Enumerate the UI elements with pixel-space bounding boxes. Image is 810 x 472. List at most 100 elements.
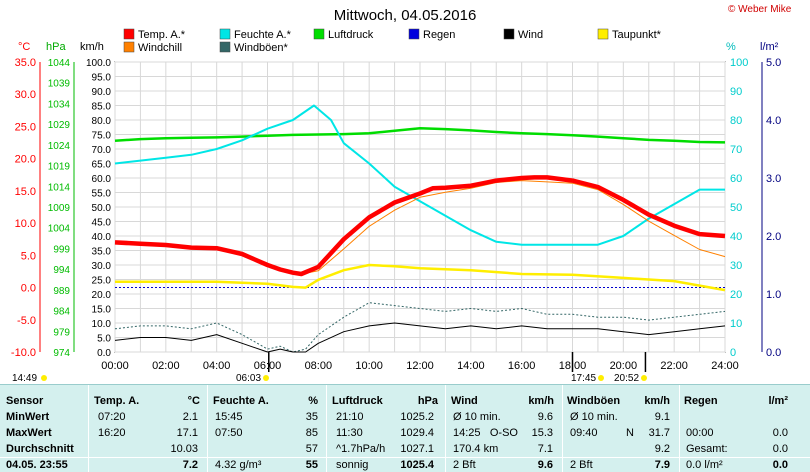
pressure-value: 1027.1 [400,443,434,455]
table-header: hPa [417,395,438,407]
table-header: km/h [644,395,670,407]
table-header: Regen [684,395,718,407]
humidity-tick-label: 0 [730,347,736,359]
table-separator [445,385,446,472]
sunset-icon [641,375,647,381]
x-tick-label: 20:00 [610,360,638,372]
rain-unit: l/m² [760,41,779,53]
wind-direction: O-SO [489,427,518,439]
rain-time: 00:00 [686,427,714,439]
wind-tick-label: 50.0 [92,203,112,214]
legend-label: Luftdruck [328,29,374,41]
temp-time: 16:20 [98,427,126,439]
pressure-tick-label: 1019 [48,162,71,173]
temp-tick-label: 20.0 [15,154,36,166]
temp-tick-label: 0.0 [21,283,36,295]
pressure-value: 1025.4 [400,459,434,471]
pressure-time: 21:10 [336,411,364,423]
temp-tick-label: 30.0 [15,89,36,101]
humidity-tick-label: 50 [730,202,742,214]
x-tick-label: 00:00 [101,360,129,372]
temp-tick-label: 15.0 [15,186,36,198]
table-header: Luftdruck [332,395,383,407]
wind-value: 9.6 [537,411,553,423]
axis-ticks: 35.0 30.0 25.0 20.0 15.0 10.0 5.0 0.0 -5.0 -10.0 1… [11,57,781,372]
wind-tick-label: 65.0 [92,160,112,171]
pressure-tick-label: 1009 [48,203,71,214]
temp-tick-label: 5.0 [21,250,36,262]
humidity-tick-label: 20 [730,289,742,301]
humidity-value: 57 [305,443,318,455]
chart-legend: Temp. A.* Feuchte A.* Luftdruck Regen Wind Ta… [123,28,662,54]
legend-label: Temp. A.* [138,29,186,41]
gust-time: Ø 10 min. [570,411,618,423]
pressure-tick-label: 999 [53,244,70,255]
temp-tick-label: 35.0 [15,57,36,69]
legend-swatch [219,28,231,40]
table-header: °C [187,395,200,407]
rain-value: 0.0 [772,443,788,455]
pressure-tick-label: 989 [53,286,70,297]
pressure-unit: hPa [46,41,66,53]
wind-value: 15.3 [531,427,553,439]
wind-tick-label: 95.0 [92,73,112,84]
x-tick-label: 22:00 [660,360,688,372]
gust-value: 31.7 [648,427,670,439]
wind-value: 7.1 [537,443,553,455]
pressure-time: ^1.7hPa/h [336,443,386,455]
pressure-tick-label: 979 [53,327,70,338]
series-taupunkt [115,263,726,292]
table-header: Feuchte A. [213,395,269,407]
row-label: 04.05. 23:55 [6,459,68,471]
series-layer [114,104,726,353]
legend-swatch [408,28,420,40]
rain-tick-label: 5.0 [766,57,781,69]
temp-unit: °C [18,41,30,53]
credit-text: © Weber Mike [728,4,792,15]
series-feuchte-a [114,104,725,246]
wind-tick-label: 0.0 [97,348,111,359]
row-label: MinWert [6,411,50,423]
rain-tick-label: 1.0 [766,289,781,301]
temp-time: 07:20 [98,411,126,423]
humidity-value: 85 [305,427,318,439]
gust-direction: N [626,427,634,439]
gust-time: 2 Bft [570,459,593,471]
gust-value: 7.9 [654,459,670,471]
wind-tick-label: 60.0 [92,174,112,185]
table-separator [326,385,327,472]
table-header: Sensor [6,395,44,407]
table-row-divider [0,457,810,458]
axis-units: °C hPa km/h% l/m² [18,41,779,53]
chart-title: Mittwoch, 04.05.2016 [334,7,477,24]
table-header: Wind [451,395,478,407]
pressure-tick-label: 994 [53,265,70,276]
humidity-tick-label: 40 [730,231,742,243]
rain-tick-label: 4.0 [766,115,781,127]
pressure-tick-label: 984 [53,307,70,318]
wind-time: 14:25 [453,427,481,439]
humidity-tick-label: 70 [730,144,742,156]
x-tick-label: 02:00 [152,360,180,372]
x-tick-label: 08:00 [305,360,333,372]
wind-tick-label: 70.0 [92,145,112,156]
wind-tick-label: 45.0 [92,218,112,229]
x-tick-label: 04:00 [203,360,231,372]
legend-label: Taupunkt* [612,29,662,41]
pressure-value: 1029.4 [400,427,434,439]
temp-tick-label: 25.0 [15,121,36,133]
table-header: km/h [528,395,554,407]
x-tick-label: 06:00 [254,360,282,372]
pressure-time: 11:30 [336,427,363,439]
humidity-tick-label: 10 [730,318,742,330]
series-wind [114,322,726,353]
table-header: % [308,395,318,407]
x-tick-label: 12:00 [406,360,434,372]
temp-value: 2.1 [182,411,198,423]
wind-time: 170.4 km [453,443,499,455]
wind-tick-label: 15.0 [92,305,112,316]
sunrise-icon [263,375,269,381]
wind-tick-label: 100.0 [86,58,111,69]
x-tick-label: 24:00 [711,360,739,372]
gust-value: 9.1 [654,411,670,423]
